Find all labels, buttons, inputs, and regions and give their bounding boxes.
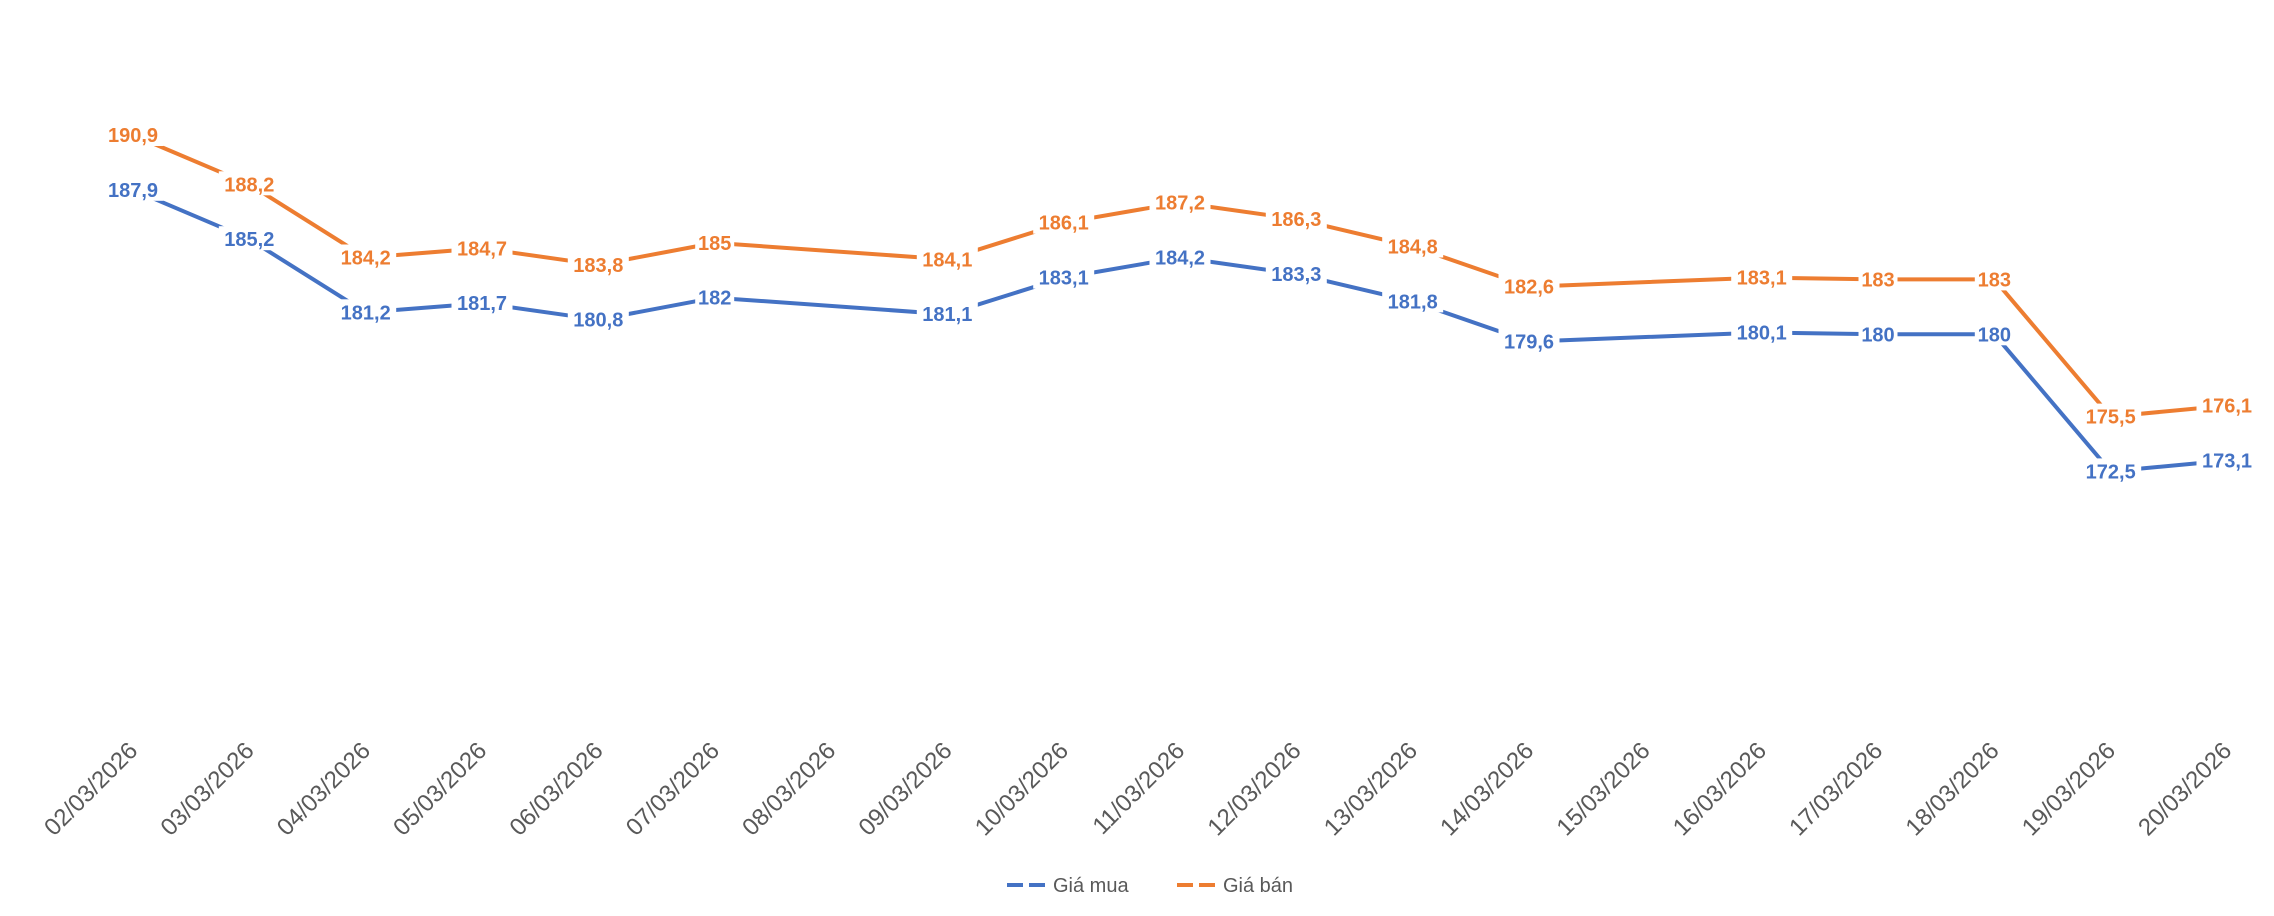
x-tick-label: 04/03/2026	[272, 737, 376, 841]
x-tick-label: 12/03/2026	[1203, 737, 1307, 841]
data-label-bg	[567, 251, 629, 276]
legend-label: Giá mua	[1053, 875, 1129, 897]
data-label: 187,2	[1155, 193, 1205, 215]
data-label-bg	[1731, 319, 1793, 344]
x-tick-label: 17/03/2026	[1784, 737, 1888, 841]
data-label: 184,7	[457, 238, 507, 260]
x-tick-label: 07/03/2026	[621, 737, 725, 841]
data-label-bg	[1265, 206, 1327, 231]
data-label: 183,8	[573, 255, 623, 277]
data-label-bg	[1858, 266, 1898, 291]
data-label: 179,6	[1504, 332, 1554, 354]
data-label: 185	[698, 233, 731, 255]
data-label-bg	[2196, 392, 2258, 417]
data-label: 183	[1861, 269, 1894, 291]
x-tick-label: 10/03/2026	[970, 737, 1074, 841]
data-label: 183,1	[1039, 268, 1089, 290]
data-label: 172,5	[2086, 461, 2136, 483]
data-label-bg	[1149, 189, 1211, 214]
data-label-bg	[1033, 264, 1095, 289]
x-tick-label: 03/03/2026	[156, 737, 260, 841]
data-label-bg	[1498, 328, 1560, 353]
data-label: 181,8	[1388, 291, 1438, 313]
data-label-bg	[1149, 244, 1211, 269]
data-label: 186,1	[1039, 213, 1089, 235]
x-tick-label: 05/03/2026	[388, 737, 492, 841]
data-label: 180	[1978, 324, 2011, 346]
data-label: 183	[1978, 269, 2011, 291]
data-label: 173,1	[2202, 451, 2252, 473]
x-tick-label: 02/03/2026	[39, 737, 143, 841]
data-label: 180	[1861, 324, 1894, 346]
data-label-bg	[335, 299, 397, 324]
data-label: 175,5	[2086, 407, 2136, 429]
series-line-gia-mua	[131, 187, 2229, 474]
data-label-bg	[567, 306, 629, 331]
x-tick-label: 09/03/2026	[854, 737, 958, 841]
data-label: 190,9	[108, 125, 158, 147]
data-label-bg	[695, 229, 735, 254]
x-tick-label-layer: 02/03/2026 03/03/2026 04/03/2026 05/03/2026…	[39, 737, 2237, 841]
data-label: 180,8	[573, 310, 623, 332]
data-label: 185,2	[224, 229, 274, 251]
data-label-bg	[1382, 288, 1444, 313]
data-label: 182	[698, 288, 731, 310]
x-tick-label: 16/03/2026	[1668, 737, 1772, 841]
x-tick-label: 20/03/2026	[2133, 737, 2237, 841]
data-label-bg	[1974, 266, 2014, 291]
data-label: 184,1	[922, 249, 972, 271]
data-label-bg	[1033, 209, 1095, 234]
data-label: 176,1	[2202, 396, 2252, 418]
data-label: 180,1	[1737, 323, 1787, 345]
data-label-bg	[1858, 321, 1898, 346]
data-label-bg	[218, 226, 280, 251]
data-label: 182,6	[1504, 277, 1554, 299]
series-layer	[131, 133, 2229, 474]
data-label-bg	[102, 122, 164, 146]
data-label: 186,3	[1271, 209, 1321, 231]
x-tick-label: 13/03/2026	[1319, 737, 1423, 841]
data-label: 184,2	[341, 248, 391, 270]
x-tick-label: 15/03/2026	[1552, 737, 1656, 841]
series-line-gia-ban	[131, 133, 2229, 419]
data-label-bg	[102, 176, 164, 201]
data-label-bg	[1731, 264, 1793, 289]
x-tick-label: 18/03/2026	[1901, 737, 2005, 841]
data-label: 187,9	[108, 180, 158, 202]
data-label-bg	[916, 301, 978, 326]
data-label-layer: 187,9 185,2 181,2 181,7 180,8 182 181,1 183,1 18…	[102, 122, 2258, 483]
data-label-bg	[451, 235, 513, 260]
x-tick-label: 08/03/2026	[737, 737, 841, 841]
data-label-bg	[218, 171, 280, 196]
legend-label: Giá bán	[1223, 875, 1293, 897]
x-tick-label: 19/03/2026	[2017, 737, 2121, 841]
data-label-bg	[695, 284, 735, 309]
data-label-bg	[2196, 447, 2258, 472]
data-label: 183,3	[1271, 264, 1321, 286]
x-tick-label: 14/03/2026	[1435, 737, 1539, 841]
data-label-bg	[916, 246, 978, 271]
x-tick-label: 06/03/2026	[505, 737, 609, 841]
data-label: 188,2	[224, 174, 274, 196]
data-label-bg	[335, 244, 397, 269]
data-label-bg	[2080, 458, 2142, 483]
data-label-bg	[1498, 273, 1560, 298]
data-label: 181,1	[922, 304, 972, 326]
data-label-bg	[1974, 321, 2014, 346]
data-label: 184,2	[1155, 248, 1205, 270]
data-label-bg	[1265, 260, 1327, 285]
legend: Giá mua Giá bán	[1007, 875, 1293, 897]
data-label: 184,8	[1388, 237, 1438, 259]
data-label: 183,1	[1737, 268, 1787, 290]
data-label-bg	[451, 290, 513, 315]
x-tick-label: 11/03/2026	[1087, 737, 1190, 840]
data-label: 181,2	[341, 302, 391, 324]
data-label: 181,7	[457, 293, 507, 315]
data-label-bg	[2080, 403, 2142, 428]
data-label-bg	[1382, 233, 1444, 258]
